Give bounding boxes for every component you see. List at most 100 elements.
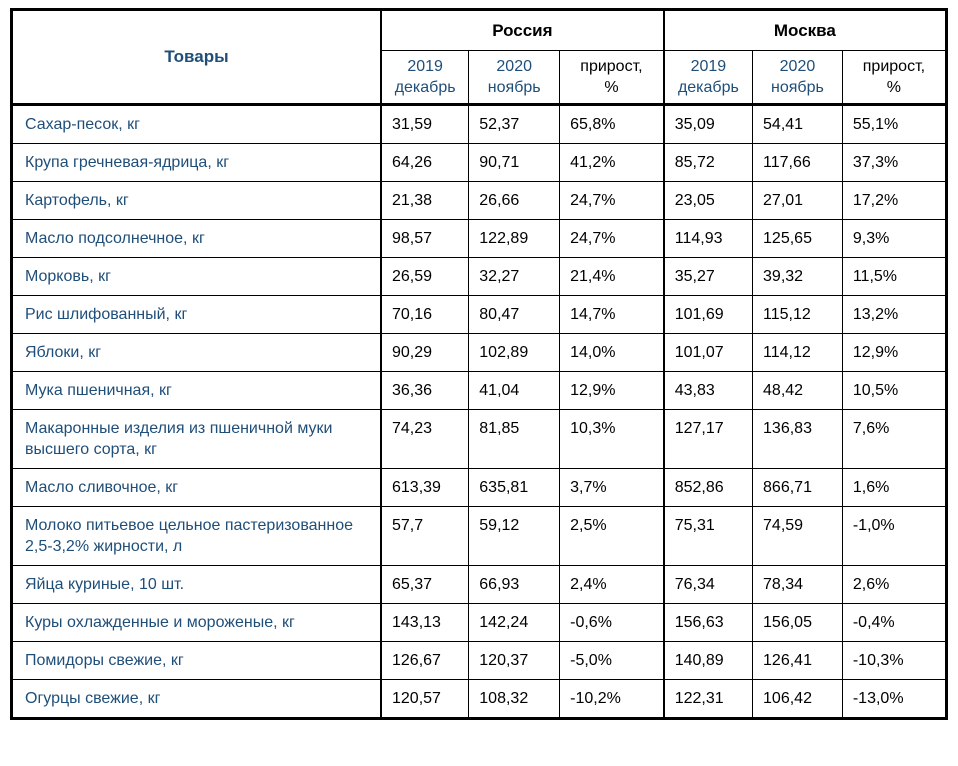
russia-2019-cell: 143,13 <box>380 603 470 642</box>
russia-growth-cell: 2,4% <box>559 565 665 604</box>
product-name-cell: Рис шлифованный, кг <box>11 295 382 334</box>
moscow-growth-cell: 55,1% <box>841 104 948 144</box>
moscow-growth-cell: 10,5% <box>841 371 948 410</box>
moscow-growth-cell: 1,6% <box>841 468 948 507</box>
russia-2020-cell: 635,81 <box>468 468 561 507</box>
moscow-growth-cell: 7,6% <box>841 409 948 469</box>
russia-2019-cell: 74,23 <box>380 409 470 469</box>
moscow-2020-cell: 74,59 <box>752 506 843 566</box>
russia-2020-cell: 122,89 <box>468 219 561 258</box>
product-name-cell: Сахар-песок, кг <box>11 104 382 144</box>
russia-2020-cell: 52,37 <box>468 104 561 144</box>
moscow-2019-cell: 140,89 <box>663 641 754 680</box>
russia-growth-cell: -10,2% <box>559 679 665 719</box>
table-body: Сахар-песок, кг 31,59 52,37 65,8% 35,09 54,41… <box>11 104 948 719</box>
moscow-growth-cell: -0,4% <box>841 603 948 642</box>
moscow-2020-cell: 115,12 <box>752 295 843 334</box>
moscow-2019-cell: 35,27 <box>663 257 754 296</box>
russia-growth-cell: 2,5% <box>559 506 665 566</box>
table-row: Масло сливочное, кг 613,39 635,81 3,7% 852,8… <box>11 468 948 507</box>
russia-2020-cell: 59,12 <box>468 506 561 566</box>
moscow-2019-cell: 43,83 <box>663 371 754 410</box>
moscow-2019-cell: 85,72 <box>663 143 754 182</box>
table-row: Куры охлажденные и мороженые, кг 143,13 14… <box>11 603 948 642</box>
table-row: Масло подсолнечное, кг 98,57 122,89 24,7% 11… <box>11 219 948 258</box>
moscow-2019-cell: 101,69 <box>663 295 754 334</box>
moscow-growth-cell: 9,3% <box>841 219 948 258</box>
moscow-growth-cell: 37,3% <box>841 143 948 182</box>
moscow-2019-cell: 101,07 <box>663 333 754 372</box>
products-column-header: Товары <box>11 9 382 106</box>
table-header: Товары Россия Москва 2019 декабрь 2020 н… <box>11 9 948 106</box>
table-row: Молоко питьевое цельное пастеризованное … <box>11 506 948 566</box>
moscow-2020-cell: 117,66 <box>752 143 843 182</box>
moscow-growth-cell: -1,0% <box>841 506 948 566</box>
russia-2019-cell: 64,26 <box>380 143 470 182</box>
table-row: Макаронные изделия из пшеничной муки выс… <box>11 409 948 469</box>
russia-2020-cell: 142,24 <box>468 603 561 642</box>
russia-2019-cell: 70,16 <box>380 295 470 334</box>
product-name-cell: Куры охлажденные и мороженые, кг <box>11 603 382 642</box>
moscow-2019-cell: 76,34 <box>663 565 754 604</box>
russia-2019-cell: 120,57 <box>380 679 470 719</box>
moscow-growth-cell: 13,2% <box>841 295 948 334</box>
table-row: Огурцы свежие, кг 120,57 108,32 -10,2% 122,3… <box>11 679 948 719</box>
russia-2019-cell: 613,39 <box>380 468 470 507</box>
moscow-growth-cell: -13,0% <box>841 679 948 719</box>
moscow-2020-cell: 39,32 <box>752 257 843 296</box>
russia-2019-cell: 26,59 <box>380 257 470 296</box>
russia-growth-cell: 10,3% <box>559 409 665 469</box>
russia-growth-cell: -5,0% <box>559 641 665 680</box>
product-name-cell: Мука пшеничная, кг <box>11 371 382 410</box>
product-name-cell: Яйца куриные, 10 шт. <box>11 565 382 604</box>
moscow-2020-cell: 48,42 <box>752 371 843 410</box>
moscow-2020-cell: 27,01 <box>752 181 843 220</box>
subheader-russia-growth-percent: прирост, % <box>559 50 665 106</box>
russia-growth-cell: 14,7% <box>559 295 665 334</box>
moscow-2020-cell: 125,65 <box>752 219 843 258</box>
moscow-2020-cell: 54,41 <box>752 104 843 144</box>
russia-2019-cell: 36,36 <box>380 371 470 410</box>
moscow-2019-cell: 35,09 <box>663 104 754 144</box>
russia-2019-cell: 31,59 <box>380 104 470 144</box>
russia-2020-cell: 90,71 <box>468 143 561 182</box>
product-name-cell: Масло сливочное, кг <box>11 468 382 507</box>
subheader-moscow-growth-percent: прирост, % <box>841 50 948 106</box>
moscow-2020-cell: 106,42 <box>752 679 843 719</box>
table-row: Сахар-песок, кг 31,59 52,37 65,8% 35,09 54,41… <box>11 104 948 144</box>
russia-2019-cell: 98,57 <box>380 219 470 258</box>
russia-growth-cell: 24,7% <box>559 219 665 258</box>
moscow-growth-cell: -10,3% <box>841 641 948 680</box>
moscow-2019-cell: 156,63 <box>663 603 754 642</box>
subheader-russia-2020-november: 2020 ноябрь <box>468 50 561 106</box>
moscow-2020-cell: 78,34 <box>752 565 843 604</box>
russia-2020-cell: 66,93 <box>468 565 561 604</box>
moscow-2020-cell: 126,41 <box>752 641 843 680</box>
product-name-cell: Огурцы свежие, кг <box>11 679 382 719</box>
russia-2020-cell: 26,66 <box>468 181 561 220</box>
price-comparison-table: Товары Россия Москва 2019 декабрь 2020 н… <box>10 8 948 720</box>
sub-header-row: 2019 декабрь 2020 ноябрь прирост, % 2019… <box>12 50 948 106</box>
russia-2019-cell: 21,38 <box>380 181 470 220</box>
moscow-2019-cell: 127,17 <box>663 409 754 469</box>
moscow-growth-cell: 17,2% <box>841 181 948 220</box>
russia-growth-cell: 21,4% <box>559 257 665 296</box>
russia-growth-cell: 41,2% <box>559 143 665 182</box>
moscow-growth-cell: 11,5% <box>841 257 948 296</box>
russia-2020-cell: 108,32 <box>468 679 561 719</box>
moscow-2019-cell: 122,31 <box>663 679 754 719</box>
russia-2020-cell: 32,27 <box>468 257 561 296</box>
product-name-cell: Картофель, кг <box>11 181 382 220</box>
product-name-cell: Помидоры свежие, кг <box>11 641 382 680</box>
moscow-2019-cell: 23,05 <box>663 181 754 220</box>
table-row: Яйца куриные, 10 шт. 65,37 66,93 2,4% 76,34 7… <box>11 565 948 604</box>
product-name-cell: Молоко питьевое цельное пастеризованное … <box>11 506 382 566</box>
table-row: Рис шлифованный, кг 70,16 80,47 14,7% 101,69… <box>11 295 948 334</box>
moscow-2020-cell: 136,83 <box>752 409 843 469</box>
russia-2019-cell: 90,29 <box>380 333 470 372</box>
russia-growth-cell: 65,8% <box>559 104 665 144</box>
moscow-2020-cell: 866,71 <box>752 468 843 507</box>
moscow-2020-cell: 156,05 <box>752 603 843 642</box>
russia-2020-cell: 102,89 <box>468 333 561 372</box>
